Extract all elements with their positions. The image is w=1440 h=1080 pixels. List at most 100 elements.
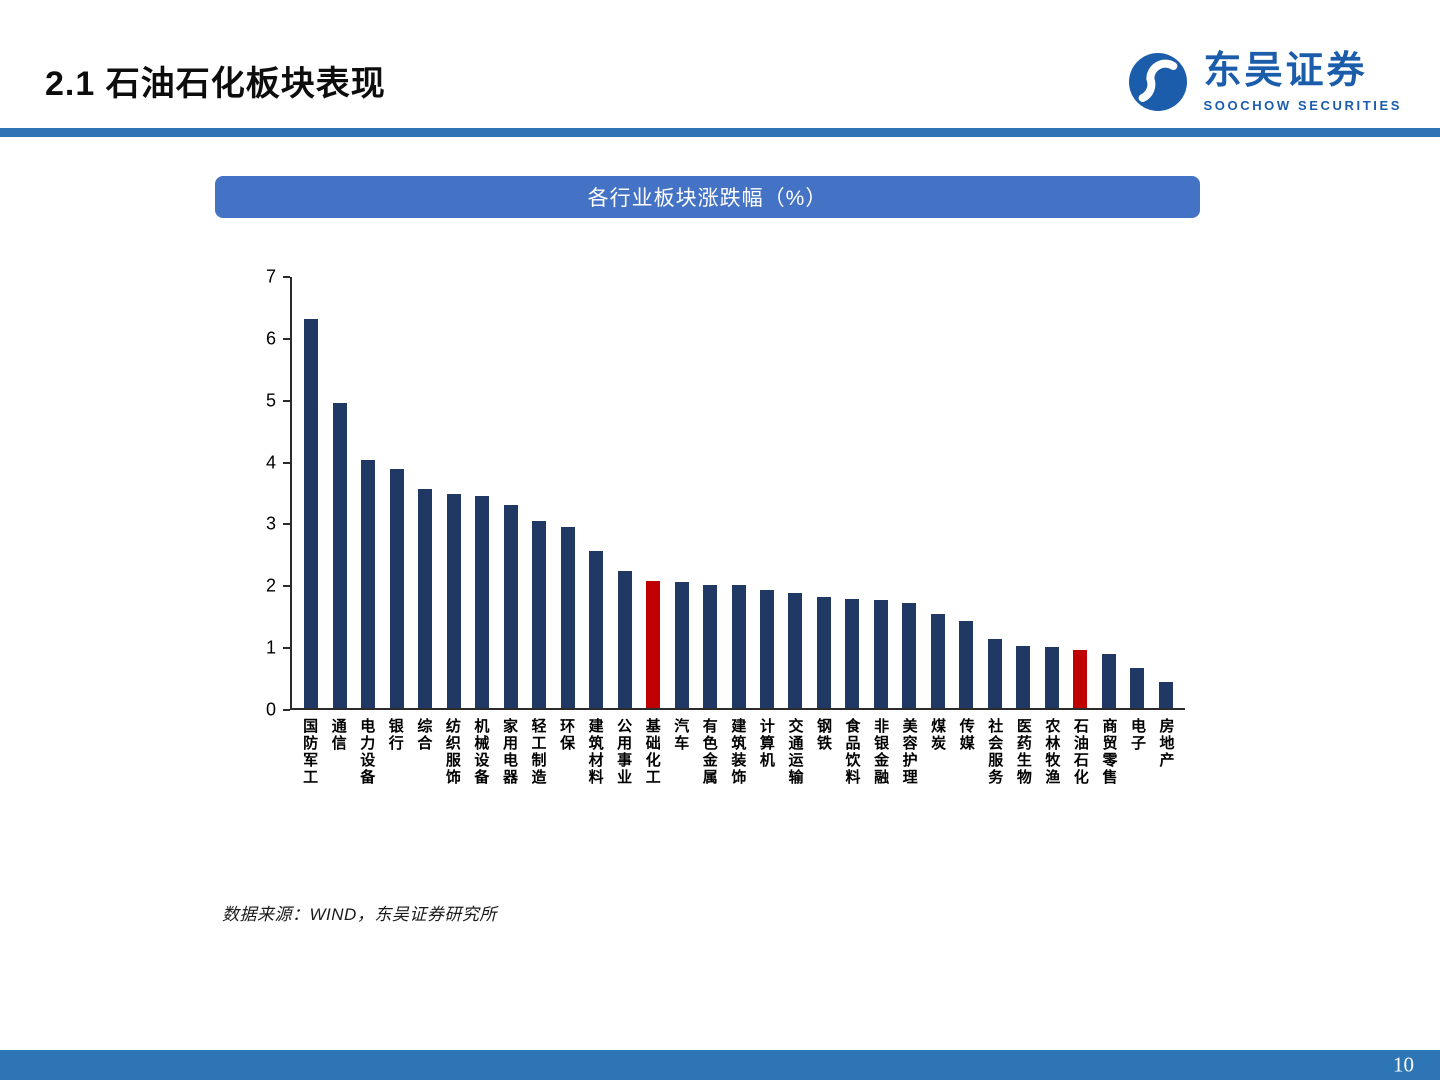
x-axis-label: 通信 — [329, 718, 347, 752]
y-axis-tick-label: 2 — [265, 575, 276, 596]
bar-column — [553, 277, 581, 708]
bar-column — [325, 277, 353, 708]
bar — [902, 602, 917, 708]
y-axis-tick-mark — [283, 647, 290, 650]
x-axis-label: 传媒 — [957, 718, 975, 752]
y-axis-tick-label: 7 — [265, 266, 276, 287]
x-axis-label: 纺织服饰 — [443, 718, 461, 786]
bar — [1130, 667, 1145, 708]
y-axis-tick-mark — [283, 337, 290, 340]
x-axis-label: 美容护理 — [900, 718, 918, 786]
bar — [703, 584, 718, 708]
bar-column — [1095, 277, 1123, 708]
x-axis-label: 银行 — [386, 718, 404, 752]
page-number: 10 — [1393, 1052, 1414, 1077]
bar-column — [411, 277, 439, 708]
y-axis-tick-mark — [283, 399, 290, 402]
x-axis-label: 商贸零售 — [1100, 718, 1118, 786]
bar-chart: 0 1 2 3 4 5 6 7 国防军工 通信 电力设备 银行 综合 纺织服饰 机械设备 家用电器 轻工制造环… — [250, 267, 1225, 837]
bar — [475, 496, 490, 708]
x-axis-label: 公用事业 — [615, 718, 633, 786]
bar-column — [639, 277, 667, 708]
bar-column — [468, 277, 496, 708]
logo-brand-name-en: SOOCHOW SECURITIES — [1203, 97, 1402, 113]
bar-column — [297, 277, 325, 708]
x-axis-label: 基础化工 — [643, 718, 661, 786]
y-axis-tick-label: 3 — [265, 513, 276, 534]
bar — [959, 621, 974, 708]
x-axis-label: 有色金属 — [700, 718, 718, 786]
bar-column — [382, 277, 410, 708]
bar — [389, 469, 404, 708]
bar — [418, 489, 433, 708]
y-axis-tick-mark — [283, 709, 290, 711]
x-axis-label: 医药生物 — [1014, 718, 1032, 786]
bar-column — [1123, 277, 1151, 708]
bar-column — [696, 277, 724, 708]
bar-column — [981, 277, 1009, 708]
x-axis-label: 社会服务 — [986, 718, 1004, 786]
y-axis: 0 1 2 3 4 5 6 7 — [250, 267, 290, 720]
bar-column — [496, 277, 524, 708]
x-axis-label: 石油石化 — [1071, 718, 1089, 786]
bar-column — [525, 277, 553, 708]
x-axis-label: 建筑材料 — [586, 718, 604, 786]
bar-column — [924, 277, 952, 708]
bar — [560, 526, 575, 708]
bar — [987, 639, 1002, 708]
bar-column — [439, 277, 467, 708]
y-axis-tick-label: 6 — [265, 328, 276, 349]
footer-bar: 10 — [0, 1050, 1440, 1080]
bar-column — [582, 277, 610, 708]
bar — [816, 597, 831, 708]
bar — [589, 551, 604, 708]
data-source-note: 数据来源：WIND，东吴证券研究所 — [222, 905, 497, 924]
y-axis-tick-label: 0 — [265, 699, 276, 720]
x-axis-label: 国防军工 — [301, 718, 319, 786]
bar — [674, 582, 689, 708]
bar — [731, 585, 746, 708]
bar — [617, 571, 632, 708]
x-axis-label: 钢铁 — [814, 718, 832, 752]
bar — [1016, 645, 1031, 708]
bar-column — [724, 277, 752, 708]
bar-column — [1038, 277, 1066, 708]
x-axis-label: 房地产 — [1157, 718, 1175, 769]
bar — [1101, 654, 1116, 708]
bar — [503, 505, 518, 708]
bar-column — [1152, 277, 1180, 708]
bar-highlight — [646, 581, 661, 708]
bar-highlight — [1073, 649, 1088, 708]
bar-column — [1009, 277, 1037, 708]
bar-column — [610, 277, 638, 708]
y-axis-tick-label: 1 — [265, 637, 276, 658]
bar — [332, 403, 347, 708]
bar — [304, 318, 319, 708]
x-axis-label: 非银金融 — [872, 718, 890, 786]
y-axis-tick-mark — [283, 276, 290, 278]
x-axis-label: 轻工制造 — [529, 718, 547, 786]
y-axis-tick-mark — [283, 523, 290, 526]
y-axis-tick-mark — [283, 585, 290, 588]
bar — [361, 460, 376, 708]
y-axis-tick-label: 4 — [265, 452, 276, 473]
x-axis-label: 计算机 — [757, 718, 775, 769]
slide-title: 2.1 石油石化板块表现 — [45, 65, 386, 103]
x-axis-label: 建筑装饰 — [729, 718, 747, 786]
x-axis-label: 电子 — [1129, 718, 1146, 752]
x-axis-labels: 国防军工 通信 电力设备 银行 综合 纺织服饰 机械设备 家用电器 轻工制造 环保 建筑材料 公用事业… — [290, 718, 1185, 786]
y-axis-tick-mark — [283, 461, 290, 464]
bar — [845, 599, 860, 708]
x-axis-label: 煤炭 — [929, 718, 947, 752]
bar — [446, 493, 461, 708]
x-axis-label: 电力设备 — [358, 718, 376, 786]
bar-column — [867, 277, 895, 708]
plot-area — [283, 276, 1185, 711]
bar-column — [781, 277, 809, 708]
chart-title: 各行业板块涨跌幅（%） — [587, 187, 828, 210]
y-axis-tick-label: 5 — [265, 390, 276, 411]
x-axis-label: 家用电器 — [500, 718, 518, 786]
bars-row — [292, 277, 1185, 708]
bar — [930, 614, 945, 708]
bar — [1158, 682, 1173, 708]
